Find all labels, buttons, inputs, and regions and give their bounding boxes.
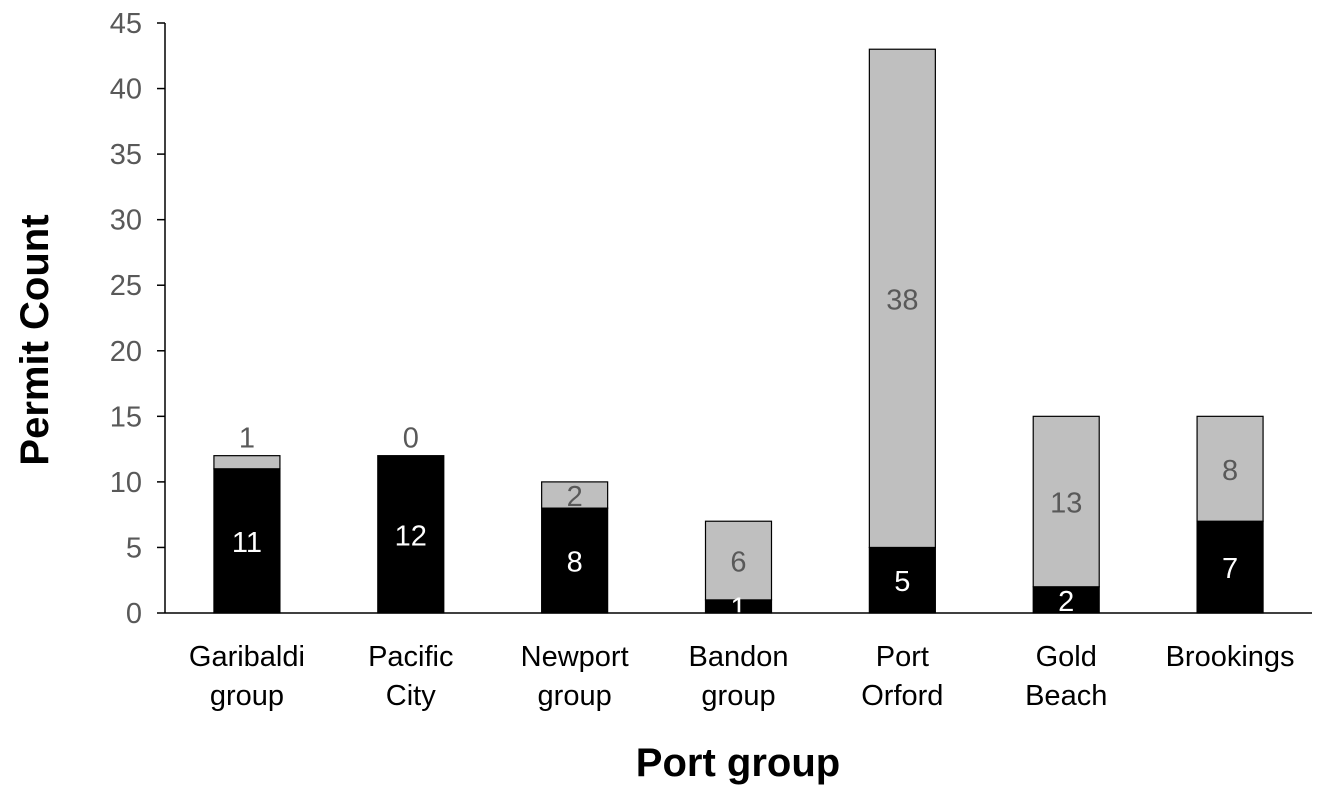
y-axis-title: Permit Count: [13, 214, 57, 465]
x-tick-label: group: [538, 680, 612, 712]
data-label: 11: [232, 527, 262, 559]
data-label: 13: [1050, 488, 1082, 520]
bar-segment: [1196, 520, 1264, 614]
data-label: 6: [730, 547, 746, 579]
x-tick-label: Orford: [861, 680, 943, 712]
x-tick-label: Gold: [1036, 641, 1097, 673]
x-tick-label: Newport: [521, 641, 629, 673]
bars: [213, 48, 1264, 614]
x-tick-label: group: [701, 680, 775, 712]
bar-segment: [213, 455, 281, 470]
x-tick-label: group: [210, 680, 284, 712]
bar-segment: [868, 48, 936, 549]
data-label: 0: [403, 423, 419, 455]
x-axis-title: Port group: [636, 741, 840, 785]
y-tick-label: 10: [110, 467, 142, 499]
y-tick-label: 45: [110, 8, 142, 40]
data-label: 1: [730, 592, 746, 624]
y-tick-label: 15: [110, 401, 142, 433]
bar-segment: [1032, 586, 1100, 614]
x-tick-label: City: [386, 680, 436, 712]
bar-segment: [213, 468, 281, 614]
data-label: 7: [1222, 553, 1238, 585]
y-axis: 0 5 10 15 20 25 30 35 40 45: [110, 8, 166, 630]
bar-segment: [377, 455, 445, 614]
data-label: 2: [1058, 586, 1074, 618]
x-tick-label: Garibaldi: [189, 641, 305, 673]
bar-segment: [541, 481, 609, 509]
data-label: 2: [567, 481, 583, 513]
bar-segment: [1196, 415, 1264, 522]
x-tick-label: Bandon: [689, 641, 789, 673]
data-label: 8: [1222, 455, 1238, 487]
x-axis: Garibaldi group Pacific City Newport group Ban…: [165, 612, 1312, 712]
bar-segment: [541, 507, 609, 614]
y-tick-label: 25: [110, 270, 142, 302]
bar-segment: [704, 520, 773, 601]
data-label: 5: [894, 566, 910, 598]
y-tick-label: 35: [110, 139, 142, 171]
data-label: 12: [395, 520, 427, 552]
y-tick-label: 40: [110, 74, 142, 106]
bar-segment: [868, 546, 936, 614]
data-label: 1: [239, 423, 255, 455]
bar-segment: [1032, 415, 1100, 588]
x-tick-label: Port: [876, 641, 929, 673]
y-tick-label: 30: [110, 205, 142, 237]
data-label: 8: [567, 547, 583, 579]
y-tick-label: 0: [126, 598, 142, 630]
data-label: 38: [886, 284, 918, 316]
y-tick-label: 5: [126, 532, 142, 564]
x-tick-label: Pacific: [368, 641, 453, 673]
x-tick-label: Brookings: [1166, 641, 1295, 673]
y-tick-label: 20: [110, 336, 142, 368]
x-tick-label: Beach: [1025, 680, 1107, 712]
